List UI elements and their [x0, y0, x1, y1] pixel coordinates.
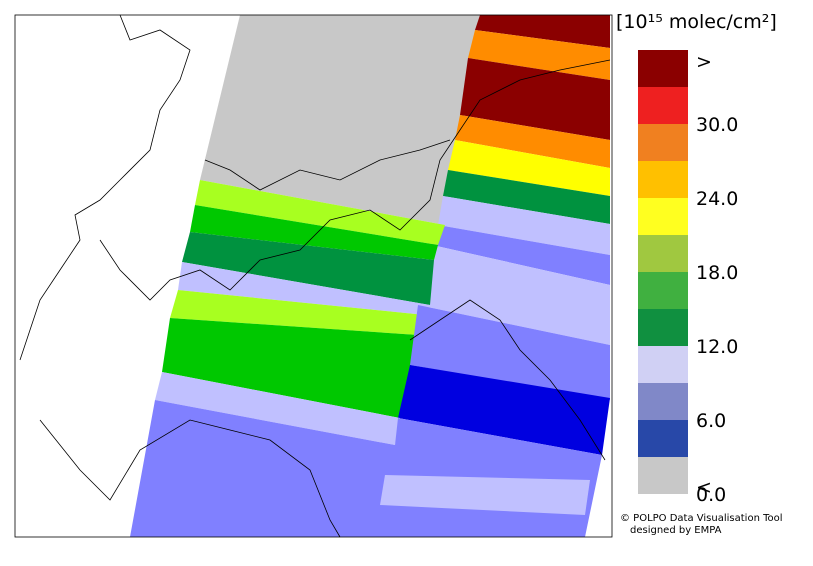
colorbar-swatch — [638, 383, 688, 420]
map — [14, 14, 613, 538]
swath — [190, 205, 438, 260]
swath — [448, 140, 610, 196]
swath — [443, 170, 610, 224]
border — [204, 139, 451, 191]
swath — [380, 475, 590, 515]
swath-gray — [200, 15, 480, 225]
colorbar-swatch — [638, 420, 688, 457]
credit: © POLPO Data Visualisation Tool — [620, 513, 783, 524]
border — [99, 59, 611, 301]
colorbar-swatch — [638, 235, 688, 272]
swath — [460, 58, 610, 140]
swath — [438, 196, 610, 255]
colorbar-swatch — [638, 161, 688, 198]
map-frame — [14, 14, 613, 538]
colorbar-label: < — [696, 477, 712, 499]
swath — [162, 318, 418, 418]
swath — [155, 372, 400, 445]
swath — [475, 15, 610, 48]
swath — [455, 115, 610, 168]
swath — [170, 290, 425, 335]
border — [19, 14, 191, 361]
colorbar-swatch — [638, 198, 688, 235]
colorbar-swatch — [638, 272, 688, 309]
colorbar-swatch — [638, 50, 688, 87]
legend-title: [10¹⁵ molec/cm²] — [616, 11, 777, 33]
swath — [418, 245, 610, 345]
colorbar-label: 24.0 — [696, 188, 738, 210]
colorbar-swatch — [638, 346, 688, 383]
colorbar-label: > — [696, 51, 712, 73]
swath — [178, 262, 430, 315]
colorbar-label: 12.0 — [696, 336, 738, 358]
colorbar-swatch — [638, 87, 688, 124]
colorbar-label: 18.0 — [696, 262, 738, 284]
swath — [432, 225, 610, 285]
swath — [398, 365, 610, 455]
credit: designed by EMPA — [630, 525, 722, 536]
swath — [182, 232, 434, 305]
colorbar-swatch — [638, 124, 688, 161]
colorbar-swatch — [638, 309, 688, 346]
swath — [410, 305, 610, 400]
swath — [195, 180, 445, 245]
colorbar-label: 30.0 — [696, 114, 738, 136]
colorbar-swatch — [638, 457, 688, 494]
coast — [409, 299, 606, 461]
coast — [39, 419, 341, 538]
colorbar-label: 0.0 — [696, 484, 726, 506]
colorbar-label: 6.0 — [696, 410, 726, 432]
